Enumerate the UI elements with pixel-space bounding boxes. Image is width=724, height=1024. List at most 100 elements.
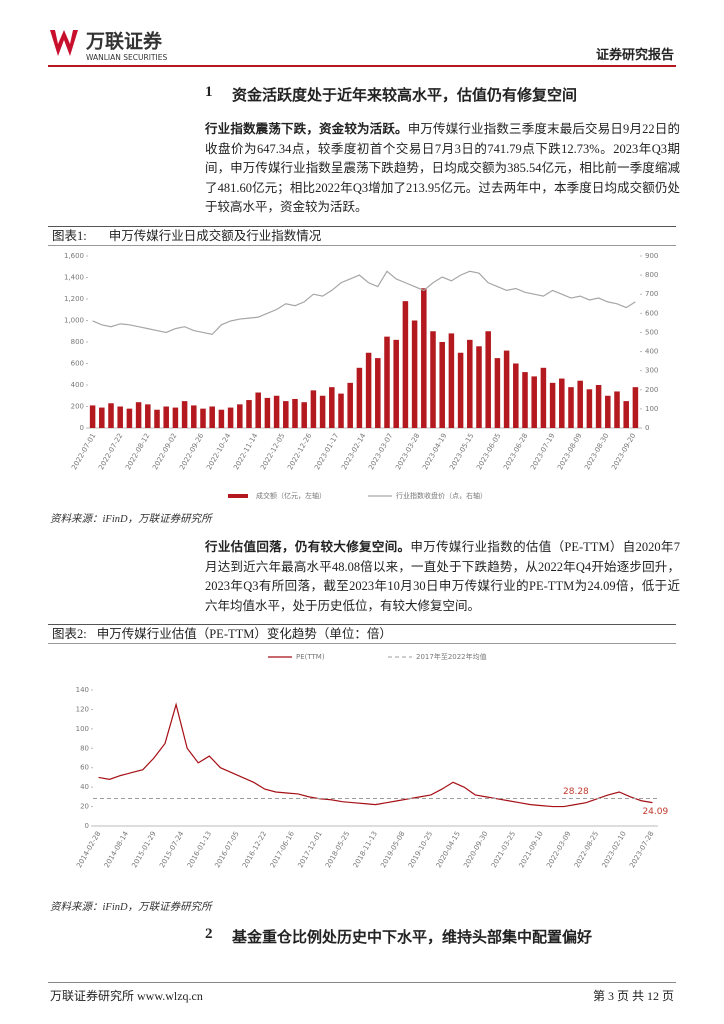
source: 资料来源：iFinD，万联证券研究所 [50,902,212,913]
header-rule [48,65,676,67]
x-tick-label: 2014-08-14 [103,830,131,870]
x-tick-label: 2023-07-19 [529,432,556,471]
bar [430,331,436,428]
bar [365,352,372,428]
x-tick-label: 2022-08-12 [124,432,151,471]
bar [632,387,639,428]
bar [200,408,206,428]
x-tick-label: 2018-11-13 [352,830,379,869]
bar [549,382,556,428]
tick-label: 600 [645,309,658,317]
logo: 万联证券 WANLIAN SECURITIES [50,30,167,62]
bar [191,405,197,428]
tick-label: 1,200 [64,295,84,303]
footer-url: www.wlzq.cn [137,989,203,1003]
logo-mark [50,30,78,56]
x-tick-label: 2023-03-07 [367,432,394,471]
tick-label: 900 [645,252,658,260]
x-tick-label: 2023-08-30 [583,432,610,471]
legend-swatch [228,494,248,498]
x-tick-label: 2015-07-24 [158,830,186,870]
bar [246,400,252,428]
x-tick-label: 2019-05-08 [379,830,406,869]
bar [181,401,188,428]
legend-label: 行业指数收盘价（点，右轴） [396,491,487,500]
tick-label: 0 [85,822,89,830]
bar [99,407,105,428]
tick-label: 600 [71,360,84,368]
paragraph: 行业指数震荡下跌，资金较为活跃。申万传媒行业指数三季度末最后交易日9月22日的收… [205,120,680,218]
page-number: 第 3 页 共 12 页 [592,989,674,1003]
bar [577,380,583,428]
tick-label: 800 [71,338,84,346]
tick-label: 0 [80,424,84,432]
x-tick-label: 2023-06-28 [502,432,529,471]
bar [421,288,427,428]
x-tick-label: 2023-05-15 [448,432,475,471]
bar [393,339,399,428]
x-tick-label: 2022-08-25 [573,830,600,869]
para-lead: 行业指数震荡下跌，资金较为活跃。 [205,122,408,136]
bar [154,409,160,428]
x-tick-label: 2022-10-24 [205,432,233,472]
footer-rule [48,982,676,983]
legend-label: 2017年至2022年均值 [416,652,487,661]
tick-label: 400 [645,348,658,356]
x-tick-label: 2023-01-17 [313,432,340,471]
source: 资料来源：iFinD，万联证券研究所 [50,514,212,525]
tick-label: 200 [71,403,84,411]
bar [255,392,261,428]
x-tick-label: 2021-03-25 [490,830,517,869]
x-tick-label: 2020-09-30 [462,830,489,869]
bar [605,395,611,428]
bar [522,372,528,428]
bar [595,385,602,428]
bar [283,401,289,428]
bar [117,406,123,428]
bar [292,398,298,428]
bar [218,409,225,428]
bar [108,403,114,428]
figure-bar: 图表2: 申万传媒行业估值（PE-TTM）变化趋势（单位：倍） [48,624,676,644]
bar [319,395,326,428]
bar [559,378,565,428]
legend-label: 成交额（亿元，左轴） [256,491,326,500]
bar [513,363,519,428]
x-tick-label: 2023-07-28 [628,830,655,869]
x-tick-label: 2022-12-05 [259,432,286,471]
x-tick-label: 2022-07-01 [70,432,97,471]
x-tick-label: 2022-07-22 [97,432,124,471]
bar [172,407,179,428]
x-tick-label: 2023-09-20 [610,432,637,471]
figure-title: 申万传媒行业估值（PE-TTM）变化趋势（单位：倍） [96,627,392,641]
tick-label: 500 [645,328,658,336]
tick-label: 100 [76,725,89,733]
data-label: 24.09 [642,807,668,817]
x-tick-label: 2014-02-28 [75,830,102,869]
x-tick-label: 2018-05-25 [324,830,351,869]
bar [356,367,363,428]
figure-bar: 图表1: 申万传媒行业日成交额及行业指数情况 [48,226,676,246]
legend-label: PE(TTM) [296,653,325,661]
x-tick-label: 2017-12-01 [296,830,323,869]
tick-label: 400 [71,381,84,389]
line-series [98,702,653,808]
bar [163,406,169,428]
para-text: 申万传媒行业指数的估值（PE-TTM）自2020年7月达到近六年最高水平48.0… [205,540,680,613]
bar [329,387,335,428]
bar [457,352,464,428]
figure-title: 申万传媒行业日成交额及行业指数情况 [108,229,322,243]
bar [145,404,151,428]
bar [614,391,620,428]
logo-en: WANLIAN SECURITIES [86,53,167,62]
x-tick-label: 2023-03-28 [394,432,421,471]
section-title: 资金活跃度处于近年来较高水平，估值仍有修复空间 [232,88,578,104]
x-tick-label: 2019-10-25 [407,830,434,869]
x-tick-label: 2016-12-22 [241,830,268,869]
figure-label: 图表2: [52,627,87,641]
section-number: 1 [205,84,213,100]
bar [568,387,574,428]
para-text: 申万传媒行业指数三季度末最后交易日9月22日的收盘价为647.34点，较季度初首… [205,122,680,214]
